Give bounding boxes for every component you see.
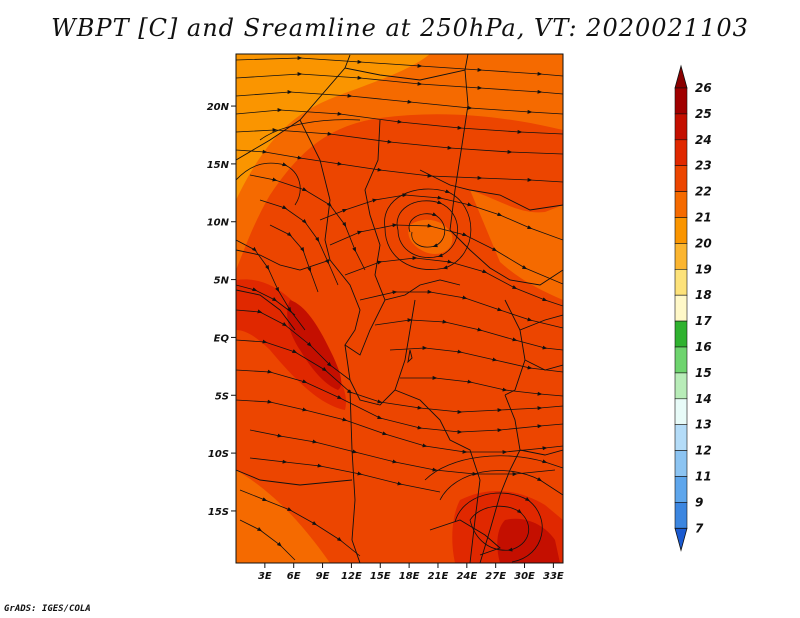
colorbar-top-arrow xyxy=(674,64,688,89)
colorbar-bottom-arrow xyxy=(674,527,688,552)
colorbar-swatch xyxy=(674,372,688,400)
colorbar: 26 25 24 23 22 21 20 19 18 17 16 15 14 13 12 11 9 7 xyxy=(674,64,712,552)
lat-tick-label: 15S xyxy=(208,507,229,518)
colorbar-level-label: 11 xyxy=(695,470,712,484)
colorbar-level-label: 18 xyxy=(695,288,712,302)
map-area xyxy=(236,54,563,563)
colorbar-swatch xyxy=(674,139,688,167)
lon-tick-label: 30E xyxy=(514,571,535,582)
latitude-axis: 20N 15N 10N 5N EQ 5S 10S 15S xyxy=(207,102,236,518)
colorbar-swatch xyxy=(674,165,688,192)
colorbar-level-label: 21 xyxy=(695,211,712,225)
lat-tick-label: EQ xyxy=(214,333,230,344)
colorbar-swatch xyxy=(674,217,688,244)
map-frame xyxy=(235,53,564,564)
lon-tick-label: 3E xyxy=(258,571,272,582)
lon-tick-label: 18E xyxy=(399,571,420,582)
colorbar-level-label: 17 xyxy=(695,314,712,328)
colorbar-swatch xyxy=(674,191,688,218)
colorbar-level-label: 19 xyxy=(695,262,712,276)
colorbar-level-label: 9 xyxy=(695,495,703,509)
colorbar-level-label: 13 xyxy=(695,418,712,432)
colorbar-level-label: 24 xyxy=(695,133,712,147)
colorbar-level-label: 25 xyxy=(695,107,712,121)
temperature-field-warmer-north xyxy=(236,54,430,200)
colorbar-swatch xyxy=(674,268,688,296)
colorbar-level-label: 14 xyxy=(695,392,712,406)
colorbar-swatch xyxy=(674,346,688,374)
lon-tick-label: 9E xyxy=(316,571,330,582)
colorbar-swatch xyxy=(674,476,688,503)
lat-tick-label: 5N xyxy=(214,276,230,287)
map-title: WBPT [C] and Sreamline at 250hPa, VT: 20… xyxy=(51,14,749,42)
streamlines xyxy=(236,55,563,563)
lon-tick-label: 21E xyxy=(428,571,449,582)
colorbar-swatch xyxy=(674,424,688,451)
colorbar-level-label: 20 xyxy=(695,236,712,250)
colorbar-level-label: 7 xyxy=(695,521,704,535)
colorbar-level-label: 26 xyxy=(695,81,712,95)
longitude-axis: 3E 6E 9E 12E 15E 18E 21E 24E 27E 30E 33E xyxy=(258,563,564,582)
colorbar-level-label: 16 xyxy=(695,340,712,354)
grads-credit: GrADS: IGES/COLA xyxy=(4,604,91,614)
lon-tick-label: 27E xyxy=(485,571,506,582)
colorbar-level-label: 23 xyxy=(695,159,712,173)
colorbar-swatch xyxy=(674,450,688,477)
colorbar-swatch xyxy=(674,320,688,348)
lon-tick-label: 33E xyxy=(543,571,564,582)
colorbar-swatch xyxy=(674,294,688,322)
colorbar-swatch xyxy=(674,398,688,425)
colorbar-level-label: 15 xyxy=(695,366,712,380)
lat-tick-label: 20N xyxy=(207,102,230,113)
lat-tick-label: 15N xyxy=(207,160,230,171)
lon-tick-label: 12E xyxy=(341,571,362,582)
lon-tick-label: 6E xyxy=(287,571,301,582)
colorbar-swatch xyxy=(674,87,688,115)
lat-tick-label: 10S xyxy=(208,449,229,460)
colorbar-swatch xyxy=(674,243,688,270)
colorbar-swatch xyxy=(674,113,688,141)
colorbar-level-label: 22 xyxy=(695,185,712,199)
colorbar-level-label: 12 xyxy=(695,444,712,458)
lat-tick-label: 5S xyxy=(215,391,229,402)
lon-tick-label: 15E xyxy=(370,571,391,582)
lat-tick-label: 10N xyxy=(207,218,230,229)
lon-tick-label: 24E xyxy=(456,571,477,582)
colorbar-swatch xyxy=(674,502,688,529)
